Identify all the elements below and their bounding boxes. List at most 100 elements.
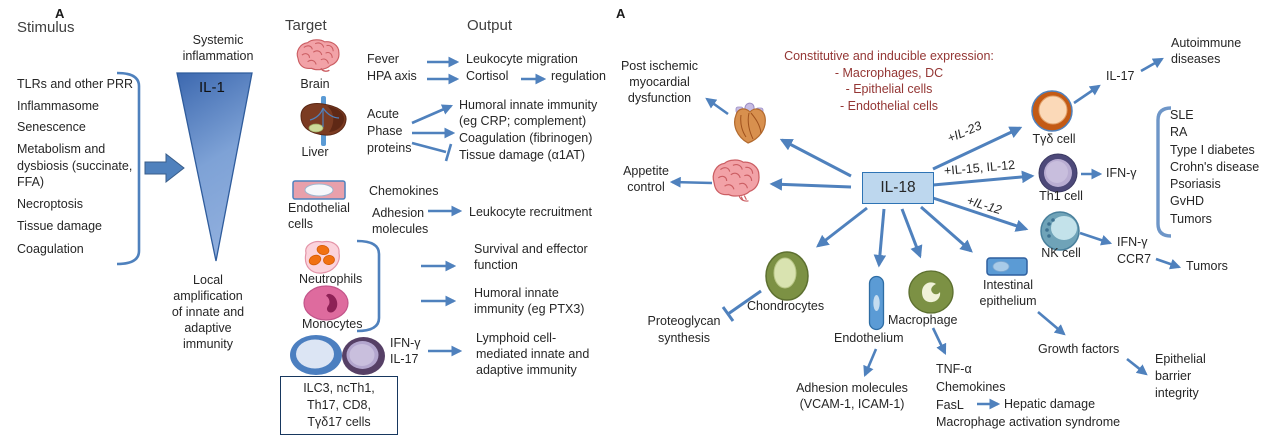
disease-item: SLE (1170, 108, 1194, 122)
arrow-il18-tgd (932, 126, 1023, 171)
brain-icon (296, 39, 340, 72)
il18-label: IL-18 (880, 179, 916, 196)
hepatic-damage-label: Hepatic damage (1004, 397, 1096, 411)
lymphoid-cells-box: ILC3, ncTh1, Th17, CD8, Tγδ17 cells (280, 376, 398, 435)
inhibit-proteoglycan-bar (721, 306, 735, 322)
stimulus-item: Necroptosis (17, 197, 83, 211)
output-heading: Output (467, 17, 513, 34)
coagulation-fibrinogen-label: Coagulation (fibrinogen) (459, 131, 593, 145)
ifn-gamma-label: IFN-γ (390, 336, 421, 350)
stimulus-item: Inflammasome (17, 99, 99, 113)
liver-icon (300, 96, 347, 146)
post-ischemic-label: Post ischemic myocardial dysfunction (620, 59, 699, 105)
mas-label: Macrophage activation syndrome (936, 415, 1121, 429)
diseases-bracket (1156, 106, 1172, 238)
endothelial-cells-icon (292, 180, 346, 200)
arrow-heart-dysfunction (705, 97, 729, 116)
disease-item: Tumors (1170, 211, 1212, 226)
humoral-crp-label: Humoral innate immunity (eg CRP; complem… (459, 98, 598, 128)
ifn-ccr7-label: IFN-γ CCR7 (1117, 235, 1152, 266)
cortisol-label: Cortisol (466, 69, 509, 83)
macrophage-icon (908, 270, 954, 314)
disease-item: Psoriasis (1170, 177, 1221, 192)
myeloid-bracket (356, 239, 381, 333)
panel-a-label-right: A (616, 6, 626, 21)
arrow-il17-autoimmune (1140, 57, 1164, 73)
disease-item: Crohn's disease (1170, 159, 1260, 174)
tgd-cell-label: Tγδ cell (1032, 132, 1076, 146)
arrow-il18-macrophage (900, 208, 923, 259)
hpa-axis-label: HPA axis (367, 69, 417, 83)
heart-icon (734, 102, 766, 144)
stimulus-item: Senescence (17, 120, 86, 134)
inhibit-tissue-damage-line (411, 141, 447, 154)
adhesion-molecules-label: Adhesion molecules (372, 206, 429, 236)
arrow-brain-appetite (669, 176, 713, 188)
arrow-nk-ifnccr7 (1079, 231, 1113, 246)
arrow-il18-nk (932, 196, 1029, 232)
inhibit-proteoglycan-line (727, 289, 762, 316)
adhesion-vcam-label: Adhesion molecules (VCAM-1, ICAM-1) (796, 381, 908, 411)
il17-label: IL-17 (390, 352, 419, 366)
arrow-tgd-il17 (1073, 84, 1101, 105)
arrow-il18-brain (769, 178, 852, 191)
panel-a-label-left: A (55, 6, 65, 21)
endothelial-cells-label: Endothelial cells (288, 201, 350, 231)
chemokines-label: Chemokines (369, 184, 439, 198)
autoimmune-label: Autoimmune diseases (1171, 36, 1242, 66)
growth-factors-label: Growth factors (1038, 342, 1120, 356)
endothelium-label: Endothelium (834, 331, 904, 345)
chondrocyte-icon (765, 251, 809, 301)
il17-output-label: IL-17 (1106, 69, 1135, 83)
chondrocytes-label: Chondrocytes (747, 299, 825, 313)
disease-item: Type I diabetes (1170, 142, 1255, 157)
appetite-control-label: Appetite control (623, 164, 669, 194)
brain-label: Brain (300, 77, 330, 91)
stimulus-item: Coagulation (17, 242, 84, 256)
lymphocyte-blue-icon (290, 335, 342, 375)
arrow-macrophage-products (931, 327, 947, 355)
th1-cell-icon (1038, 153, 1078, 193)
macrophage-products-label: TNF-α Chemokines FasL (936, 362, 1006, 412)
acute-phase-label: Acute Phase proteins (367, 107, 412, 155)
expression-note-line: - Endothelial cells (840, 98, 938, 113)
il1-funnel (176, 72, 253, 262)
leukocyte-recruitment-label: Leukocyte recruitment (469, 205, 592, 219)
nk-cell-label: NK cell (1041, 246, 1081, 260)
lymphocyte-purple-icon (342, 337, 385, 375)
macrophage-label: Macrophage (888, 313, 958, 327)
tgd-cell-icon (1031, 90, 1073, 132)
neutrophils-label: Neutrophils (299, 272, 363, 286)
stimulus-heading: Stimulus (17, 19, 75, 36)
arrow-acute-humoral (411, 104, 454, 125)
arrow-il18-th1 (932, 170, 1035, 187)
lymphoid-cells-box-text: ILC3, ncTh1, Th17, CD8, Tγδ17 cells (303, 381, 375, 429)
survival-label: Survival and effector function (474, 242, 588, 272)
arrow-il18-endothelium (873, 208, 887, 268)
expression-note-line: - Macrophages, DC (834, 65, 944, 80)
diseases-list: SLE RA Type I diabetes Crohn's disease P… (1170, 107, 1259, 228)
arrow-il18-heart (779, 138, 852, 178)
stimulus-bracket (116, 71, 141, 266)
endothelium-icon (868, 275, 885, 331)
arrow-ccr7-tumors (1155, 257, 1182, 270)
intestinal-epithelium-label: Intestinal epithelium (979, 278, 1037, 308)
fever-label: Fever (367, 52, 399, 66)
regulation-label: regulation (551, 69, 606, 83)
intestinal-epithelium-icon (986, 257, 1028, 276)
lymphoid-immunity-label: Lymphoid cell- mediated innate and adapt… (476, 331, 590, 377)
stimulus-item: TLRs and other PRR (17, 77, 134, 91)
il1-label: IL-1 (199, 79, 225, 96)
arrow-growth-barrier (1126, 357, 1148, 376)
th1-cell-label: Th1 cell (1039, 189, 1083, 203)
expression-note-title: Constitutive and inducible expression: (784, 49, 994, 63)
neutrophil-icon (304, 240, 340, 274)
nk-cell-icon (1040, 211, 1080, 251)
expression-note: Constitutive and inducible expression: -… (768, 48, 1010, 114)
monocyte-icon (303, 285, 349, 321)
tumors-label: Tumors (1186, 259, 1228, 273)
proteoglycan-label: Proteoglycan synthesis (647, 314, 721, 345)
systemic-inflammation-label: Systemic inflammation (182, 33, 254, 63)
leukocyte-migration-label: Leukocyte migration (466, 52, 578, 66)
